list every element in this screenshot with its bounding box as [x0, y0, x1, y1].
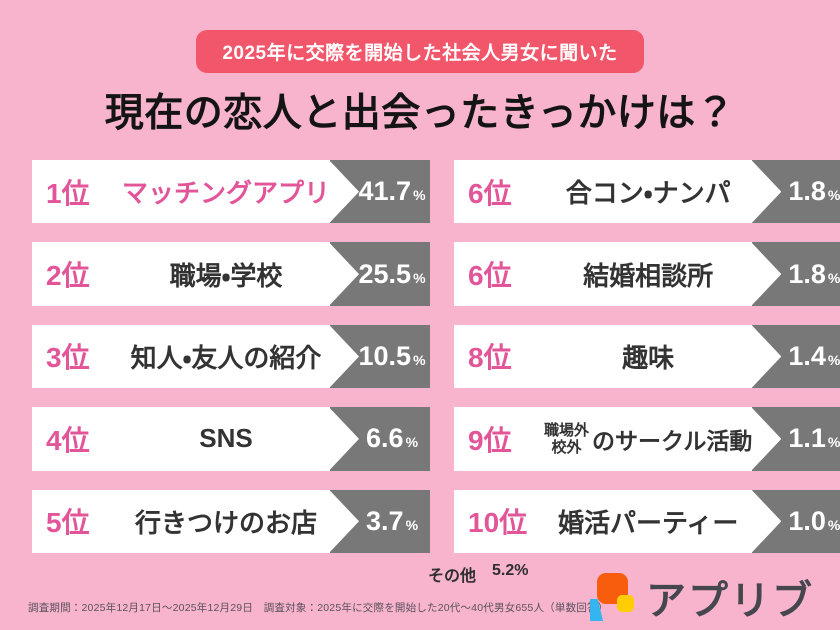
arrow-right-icon [329, 407, 360, 471]
percentage-value: 6.6 % [366, 423, 419, 454]
percentage-box: 41.7 % [329, 160, 431, 224]
rank-label: 4位 [46, 424, 90, 456]
percent-sign: % [827, 187, 840, 204]
percent-sign: % [827, 351, 840, 368]
header: 2025年に交際を開始した社会人男女に聞いた 現在の恋人と出会ったきっかけは？ [0, 0, 840, 138]
arrow-right-icon [329, 242, 360, 306]
percent-sign: % [827, 516, 840, 533]
rank-label: 6位 [468, 177, 512, 209]
ranking-item: 3位 知人・友人の紹介 10.5 % [32, 324, 431, 389]
ranking-item: 9位 職場外 校外 のサークル活動 1.1 % [454, 407, 840, 471]
percentage-box: 1.1 % [751, 407, 840, 471]
category-label: 合コン・ナンパ [565, 178, 731, 209]
percentage-box: 6.6 % [329, 407, 431, 471]
percentage-box: 1.8 % [751, 160, 840, 224]
rank-label: 3位 [46, 342, 90, 374]
percentage-value: 25.5 % [358, 258, 426, 289]
ranking-item: 5位 行きつけのお店 3.7 % [32, 489, 431, 553]
percentage-box: 1.8 % [751, 242, 840, 306]
arrow-right-icon [751, 242, 782, 306]
rank-label: 5位 [46, 507, 90, 539]
percentage-value: 3.7 % [366, 505, 419, 536]
category-label: 婚活パーティー [557, 507, 739, 538]
percent-sign: % [413, 187, 426, 204]
survey-footnote: 調査期間：2025年12月17日～2025年12月29日 調査対象：2025年に… [28, 602, 609, 614]
percentage-value: 1.1 % [788, 423, 840, 454]
ranking-item: 8位 趣味 1.4 % [454, 324, 840, 389]
rank-label: 2位 [46, 260, 90, 292]
ranking-item: 10位 婚活パーティー 1.0 % [454, 489, 840, 553]
rank-label: 1位 [46, 177, 90, 209]
ranking-item: 4位 SNS 6.6 % [32, 407, 431, 471]
arrow-right-icon [751, 160, 782, 224]
percentage-value: 41.7 % [358, 176, 426, 207]
arrow-right-icon [751, 324, 782, 389]
category-label: 行きつけのお店 [135, 507, 318, 538]
category-label: 趣味 [622, 342, 675, 373]
arrow-right-icon [329, 324, 360, 389]
percentage-box: 25.5 % [329, 242, 431, 306]
category-label: 職場外 校外 のサークル活動 [544, 421, 753, 456]
percentage-box: 3.7 % [329, 489, 431, 553]
category-label: 結婚相談所 [583, 260, 714, 291]
percentage-value: 1.8 % [788, 176, 840, 207]
rank-label: 10位 [468, 507, 528, 539]
survey-audience-badge: 2025年に交際を開始した社会人男女に聞いた [196, 30, 644, 73]
percent-sign: % [827, 434, 840, 451]
arrow-right-icon [751, 489, 782, 553]
arrow-right-icon [329, 160, 360, 224]
percentage-box: 10.5 % [329, 324, 431, 389]
ranking-grid: 1位 マッチングアプリ 41.7 % 2位 職場・学校 25.5 % [32, 160, 840, 553]
ranking-item: 6位 合コン・ナンパ 1.8 % [454, 160, 840, 224]
other-label: その他 [428, 568, 477, 585]
page-title: 現在の恋人と出会ったきっかけは？ [104, 92, 736, 135]
rank-label: 9位 [468, 424, 512, 456]
percentage-value: 1.8 % [788, 258, 840, 289]
app-logo-icon [589, 571, 637, 623]
arrow-right-icon [329, 489, 360, 553]
ranking-item: 1位 マッチングアプリ 41.7 % [32, 160, 431, 224]
rank-label: 8位 [468, 342, 512, 374]
category-label: マッチングアプリ [122, 178, 331, 209]
percentage-box: 1.0 % [751, 489, 840, 553]
percent-sign: % [405, 516, 419, 533]
rank-label: 6位 [468, 260, 512, 292]
arrow-right-icon [751, 407, 782, 471]
percent-sign: % [413, 269, 426, 286]
percent-sign: % [413, 351, 426, 368]
brand-logo: アプリブ [589, 568, 814, 626]
percentage-box: 1.4 % [751, 324, 840, 389]
percentage-value: 1.0 % [788, 505, 840, 536]
ranking-item: 2位 職場・学校 25.5 % [32, 242, 431, 306]
percentage-value: 1.4 % [788, 340, 840, 371]
category-label: SNS [199, 423, 253, 454]
logo-yellow-square [617, 595, 634, 612]
other-category: その他 5.2% [428, 562, 528, 586]
percentage-value: 10.5 % [358, 340, 426, 371]
percent-sign: % [405, 434, 419, 451]
category-label: 職場・学校 [169, 260, 283, 291]
percent-sign: % [827, 269, 840, 286]
brand-logo-text: アプリブ [646, 579, 814, 623]
category-label: 知人・友人の紹介 [130, 342, 322, 373]
other-value: 5.2% [492, 562, 529, 579]
ranking-item: 6位 結婚相談所 1.8 % [454, 242, 840, 306]
